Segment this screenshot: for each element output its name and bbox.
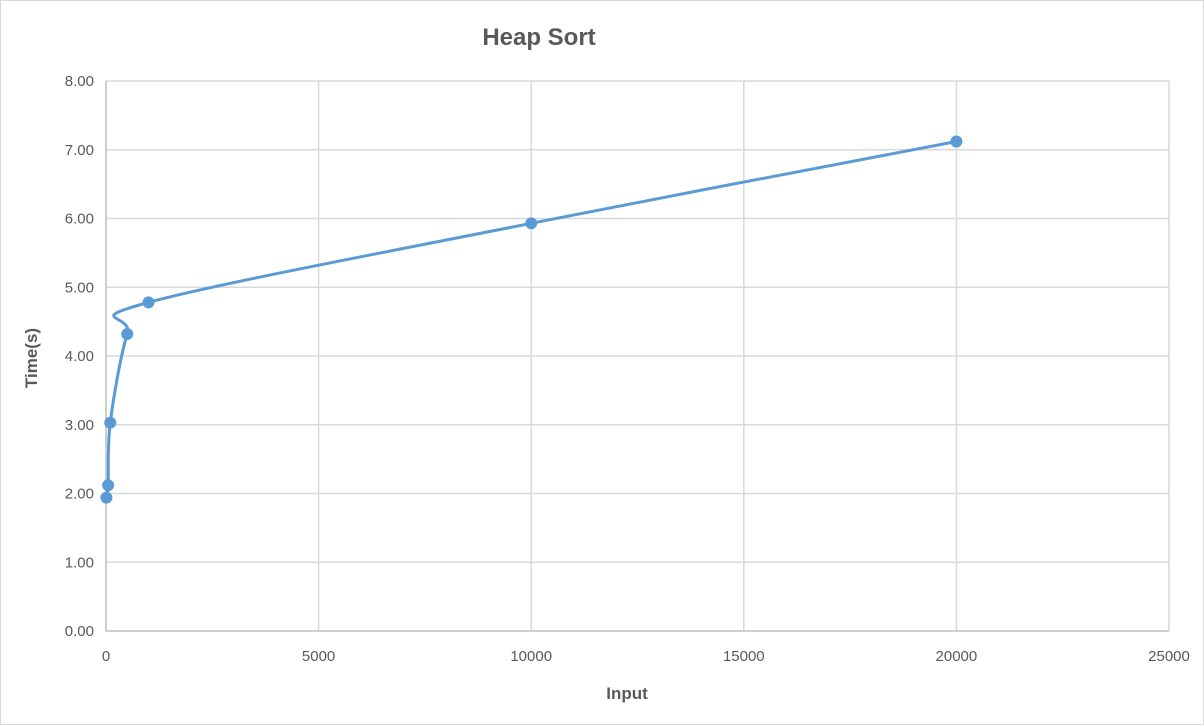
data-points: [100, 135, 963, 504]
data-point: [104, 416, 117, 429]
y-tick-label: 2.00: [65, 486, 94, 503]
data-point: [525, 217, 538, 230]
y-tick-label: 1.00: [65, 554, 94, 571]
y-tick-label: 6.00: [65, 211, 94, 228]
tick-labels: 0.00 1.00 2.00 3.00 4.00 5.00 6.00 7.00 8.00 0 500…: [65, 73, 1190, 665]
x-tick-label: 15000: [723, 648, 765, 665]
y-tick-label: 4.00: [65, 348, 94, 365]
data-point: [102, 479, 115, 492]
data-point: [142, 296, 155, 309]
x-tick-label: 25000: [1148, 648, 1190, 665]
x-tick-label: 5000: [302, 648, 335, 665]
axes: [105, 81, 1169, 632]
y-axis-title: Time(s): [22, 328, 41, 388]
y-tick-label: 5.00: [65, 279, 94, 296]
x-tick-label: 20000: [936, 648, 978, 665]
data-point: [121, 328, 134, 340]
y-tick-label: 0.00: [65, 623, 94, 640]
y-tick-label: 8.00: [65, 73, 94, 90]
data-point: [950, 135, 963, 148]
x-tick-label: 10000: [510, 648, 552, 665]
x-axis-title: Input: [606, 684, 648, 703]
gridlines: [106, 80, 1170, 631]
y-tick-label: 7.00: [65, 142, 94, 159]
x-tick-label: 0: [102, 648, 110, 665]
chart-title: Heap Sort: [482, 24, 595, 51]
data-point: [100, 491, 113, 504]
y-tick-label: 3.00: [65, 417, 94, 434]
